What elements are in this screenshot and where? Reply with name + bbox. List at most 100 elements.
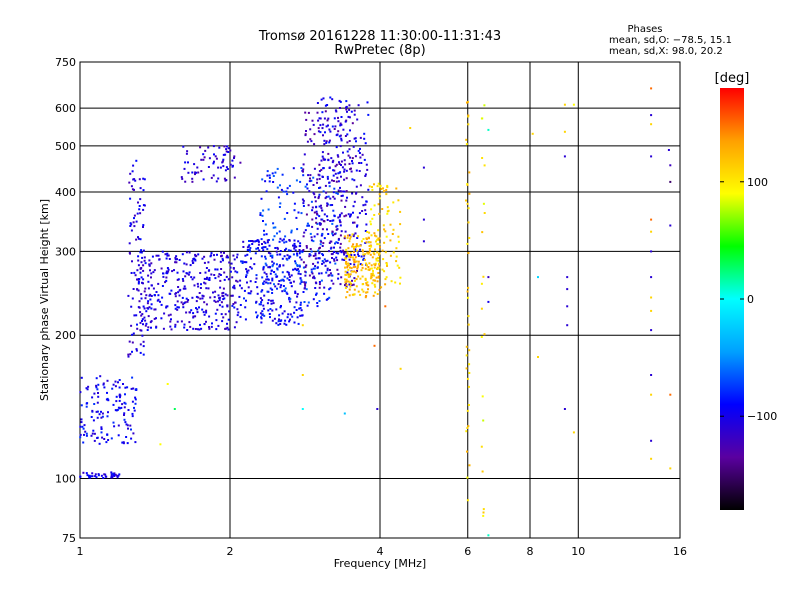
- data-point: [224, 153, 227, 156]
- data-point: [379, 246, 381, 249]
- data-point: [236, 280, 239, 283]
- data-point: [286, 292, 289, 295]
- data-point: [350, 282, 353, 285]
- data-point: [355, 191, 358, 194]
- data-point: [333, 169, 336, 172]
- data-point: [386, 206, 389, 209]
- data-point: [140, 267, 143, 269]
- data-point: [300, 280, 303, 283]
- data-point: [126, 386, 129, 389]
- data-point: [339, 145, 342, 148]
- data-point: [177, 306, 180, 309]
- data-point: [144, 262, 147, 265]
- data-point: [258, 249, 261, 252]
- data-point: [266, 248, 269, 251]
- data-point: [392, 251, 395, 254]
- data-point: [315, 206, 318, 209]
- x-tick-label: 8: [527, 545, 534, 558]
- data-point: [361, 288, 364, 291]
- data-point: [186, 272, 189, 275]
- data-point: [384, 230, 387, 233]
- data-point: [563, 155, 566, 158]
- data-point: [376, 185, 379, 188]
- data-point: [217, 177, 220, 180]
- data-point: [311, 218, 314, 221]
- data-point: [320, 272, 323, 275]
- data-point: [205, 303, 208, 306]
- data-point: [202, 295, 205, 298]
- data-point: [385, 276, 388, 279]
- data-point: [123, 401, 126, 404]
- data-point: [103, 386, 106, 389]
- data-point: [349, 235, 352, 238]
- data-point: [262, 282, 264, 285]
- data-point: [365, 200, 368, 203]
- data-point: [279, 323, 282, 325]
- data-point: [293, 321, 296, 324]
- data-point: [329, 204, 332, 207]
- data-point: [339, 171, 342, 174]
- data-point: [348, 283, 351, 286]
- data-point: [385, 193, 388, 196]
- data-point: [369, 253, 372, 256]
- data-point: [210, 254, 213, 257]
- data-point: [140, 249, 143, 252]
- data-point: [309, 174, 312, 177]
- data-point: [327, 159, 330, 162]
- data-point: [650, 393, 653, 396]
- data-point: [378, 243, 381, 246]
- data-point: [196, 282, 199, 285]
- data-point: [219, 260, 222, 263]
- chart-subtitle: RwPretec (8p): [334, 43, 425, 58]
- data-point: [395, 260, 398, 263]
- data-point: [301, 374, 304, 376]
- data-point: [185, 263, 188, 266]
- data-point: [130, 185, 133, 188]
- data-point: [128, 340, 131, 343]
- data-point: [373, 283, 376, 286]
- data-point: [320, 159, 323, 162]
- data-point: [326, 215, 329, 218]
- data-point: [331, 219, 334, 222]
- data-point: [277, 196, 280, 199]
- data-point: [537, 356, 539, 358]
- data-point: [263, 280, 266, 283]
- data-point: [389, 223, 392, 226]
- data-point: [97, 474, 100, 477]
- data-point: [144, 287, 147, 290]
- data-point: [215, 319, 218, 322]
- data-point: [350, 270, 353, 273]
- data-point: [113, 425, 116, 428]
- data-point: [166, 254, 169, 257]
- data-point: [482, 508, 485, 511]
- data-point: [207, 261, 210, 264]
- data-point: [297, 240, 300, 243]
- data-point: [346, 150, 349, 153]
- data-point: [301, 408, 304, 410]
- data-point: [134, 179, 137, 182]
- data-point: [338, 163, 341, 165]
- data-point: [468, 464, 471, 467]
- data-point: [332, 195, 335, 198]
- data-point: [123, 406, 126, 409]
- data-point: [200, 170, 203, 173]
- data-point: [323, 139, 326, 142]
- data-point: [480, 282, 483, 285]
- data-point: [328, 250, 330, 253]
- data-point: [352, 145, 355, 148]
- data-point: [340, 123, 343, 126]
- data-point: [105, 475, 108, 478]
- data-point: [182, 270, 185, 273]
- data-point: [195, 254, 198, 257]
- data-point: [145, 322, 148, 325]
- data-point: [231, 276, 234, 279]
- data-point: [467, 221, 470, 224]
- data-point: [152, 287, 155, 290]
- data-point: [91, 472, 94, 475]
- data-point: [223, 271, 226, 274]
- data-point: [86, 474, 89, 477]
- data-point: [337, 116, 339, 119]
- data-point: [268, 180, 271, 183]
- data-point: [223, 177, 226, 180]
- data-point: [150, 272, 153, 275]
